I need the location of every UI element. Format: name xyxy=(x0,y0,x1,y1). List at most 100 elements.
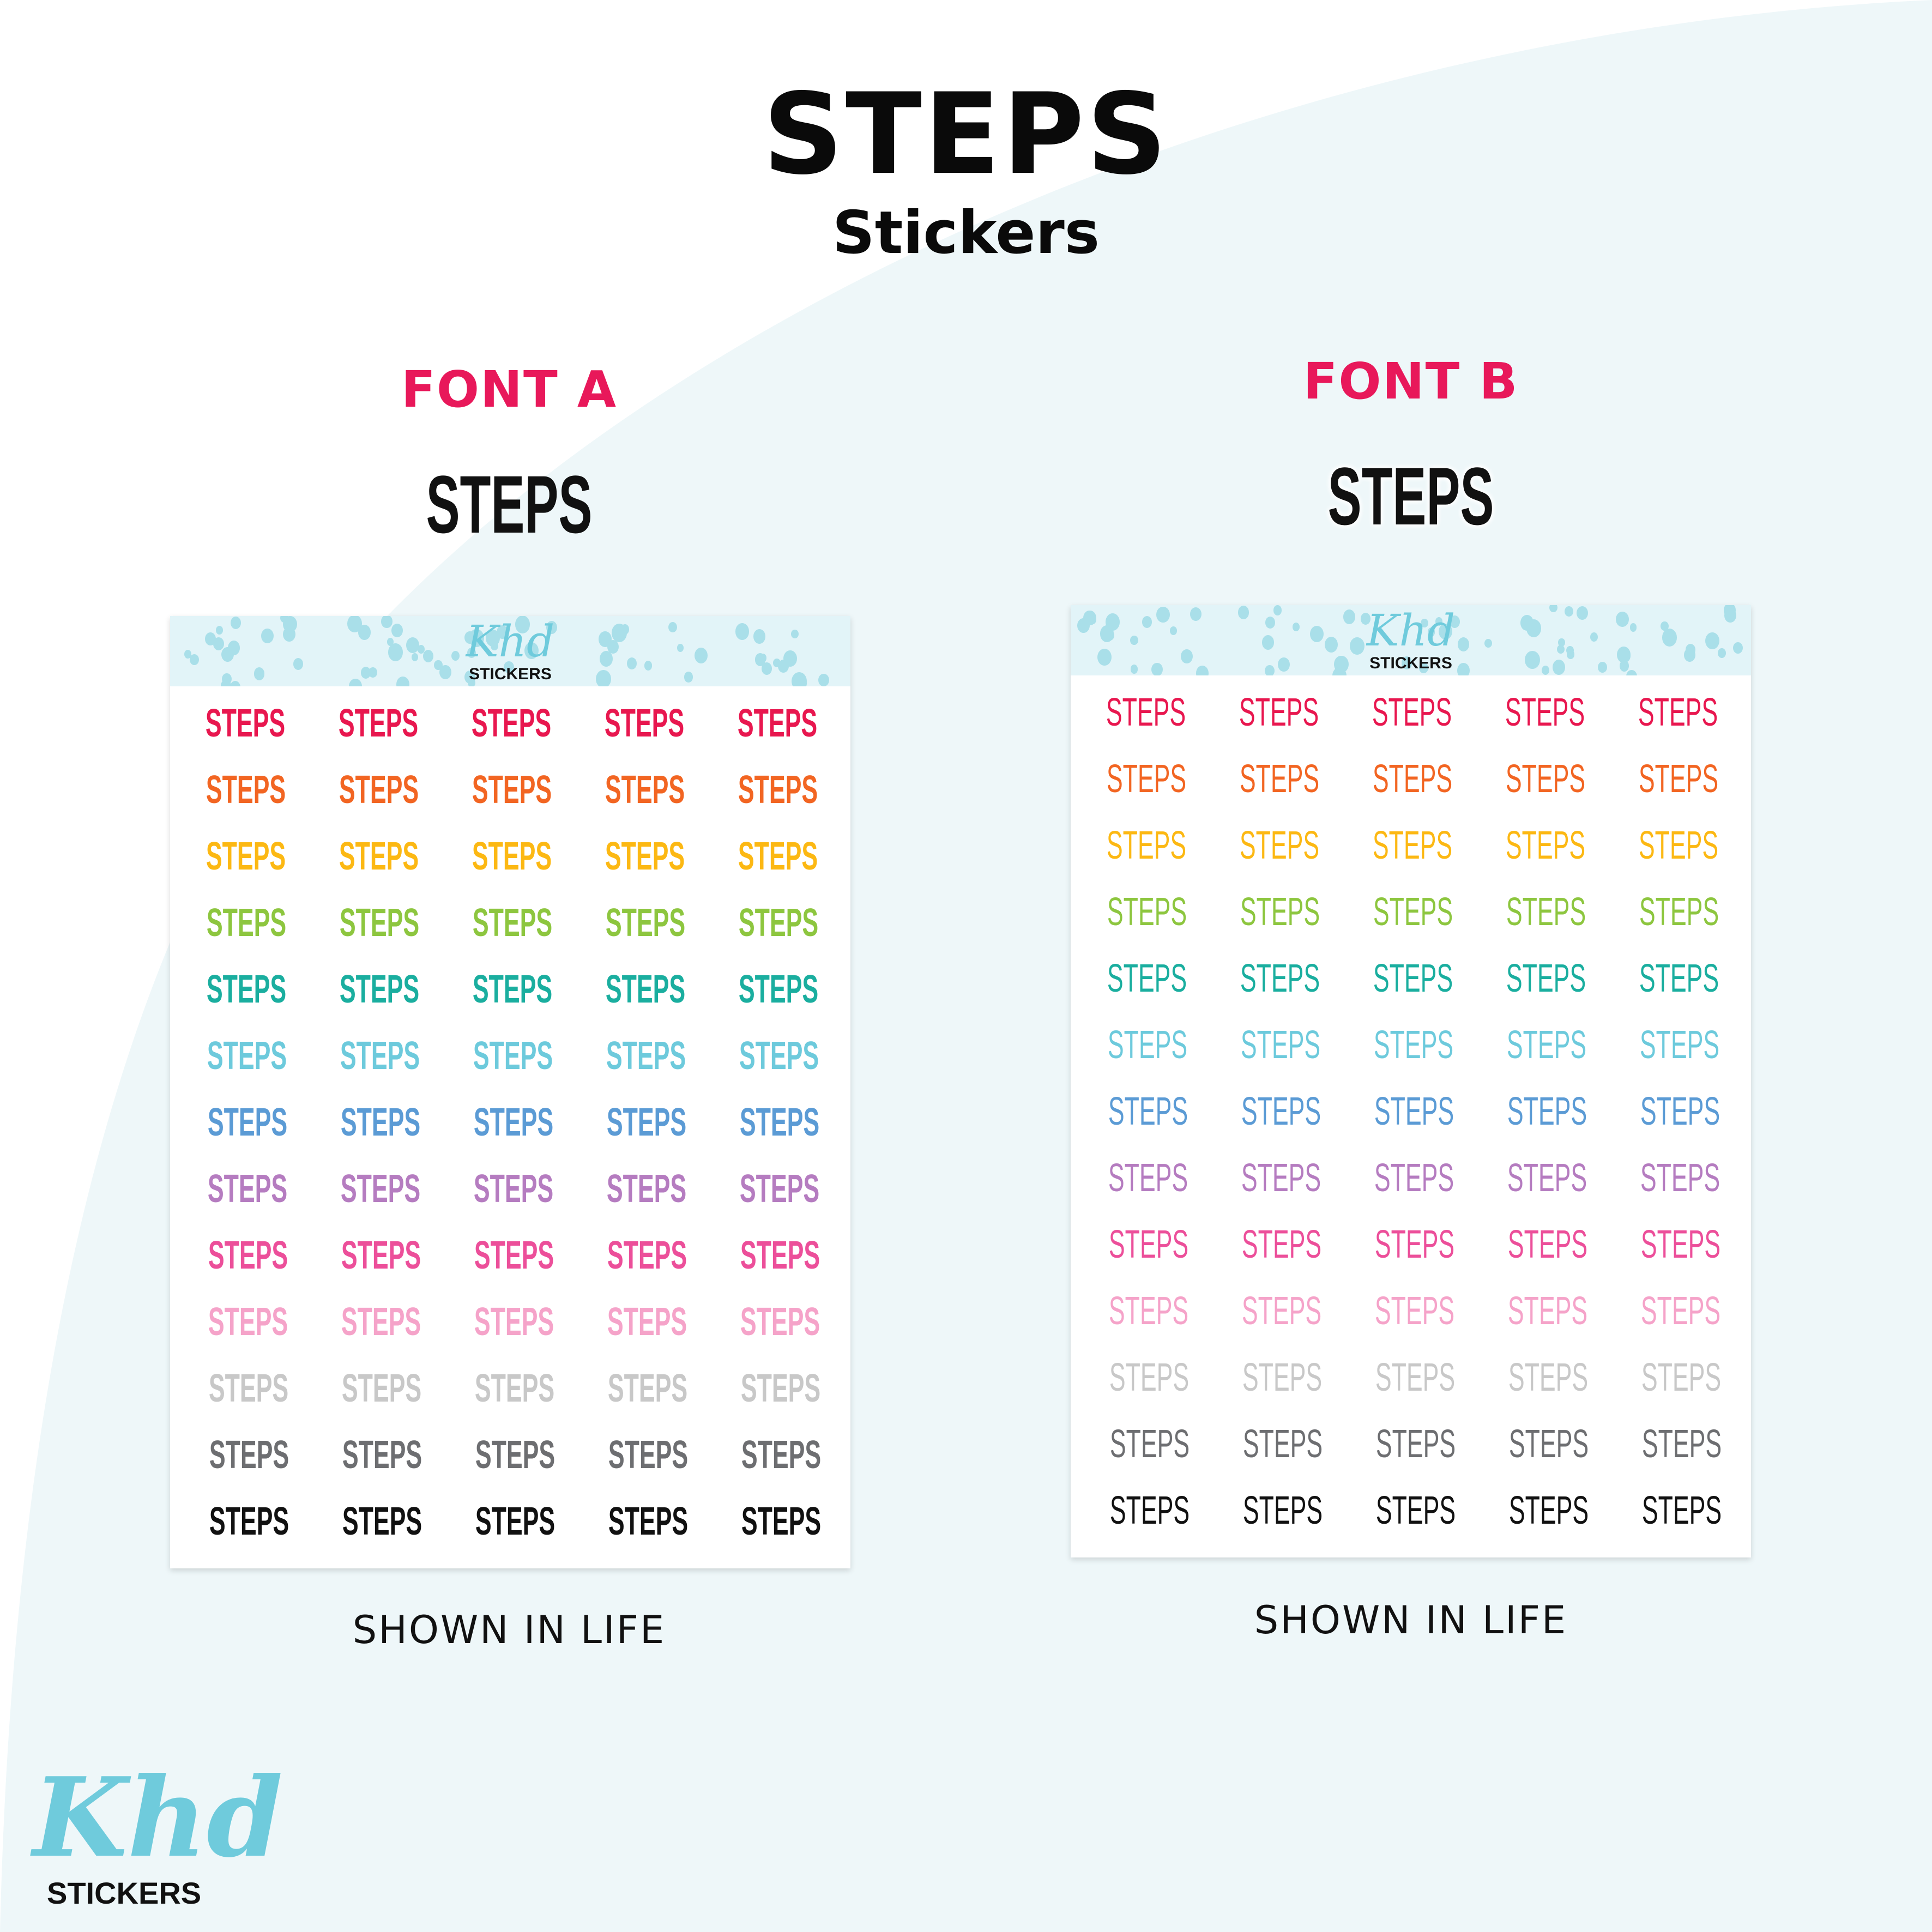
sticker: STEPS xyxy=(1508,1289,1588,1333)
sticker: STEPS xyxy=(1242,1289,1322,1333)
font-b-label: FONT B xyxy=(1303,352,1519,410)
dot-pattern xyxy=(1083,610,1096,626)
sticker: STEPS xyxy=(1374,1156,1454,1200)
sticker: STEPS xyxy=(740,1234,820,1277)
sticker: STEPS xyxy=(1242,1422,1323,1466)
sticker: STEPS xyxy=(1642,1489,1722,1532)
sticker: STEPS xyxy=(1374,1223,1454,1266)
dot-pattern xyxy=(1549,605,1557,612)
sticker: STEPS xyxy=(474,1167,554,1211)
sticker: STEPS xyxy=(608,1433,688,1477)
sheet-header: Khd STICKERS xyxy=(1071,605,1751,675)
sticker: STEPS xyxy=(1639,890,1719,934)
sticker: STEPS xyxy=(1373,1023,1454,1067)
dot-pattern xyxy=(1169,626,1177,635)
sheet-logo-script: Khd xyxy=(1366,605,1456,656)
sticker: STEPS xyxy=(473,1101,553,1144)
dot-pattern xyxy=(358,625,371,640)
dot-pattern xyxy=(695,647,708,663)
sticker: STEPS xyxy=(1240,957,1320,1000)
dot-pattern xyxy=(684,672,693,683)
sticker: STEPS xyxy=(1373,890,1453,934)
sticker: STEPS xyxy=(340,1101,420,1144)
sticker: STEPS xyxy=(472,835,552,878)
font-a-sample: STEPS xyxy=(375,461,643,548)
dot-pattern xyxy=(1557,644,1565,654)
dot-pattern xyxy=(1324,636,1338,653)
sticker: STEPS xyxy=(1241,1223,1321,1266)
sticker: STEPS xyxy=(342,1500,422,1543)
dot-pattern xyxy=(1264,665,1275,675)
sheet-header: Khd STICKERS xyxy=(170,616,850,686)
dot-pattern xyxy=(1616,611,1629,627)
sticker: STEPS xyxy=(1240,824,1320,867)
dot-pattern xyxy=(1293,623,1300,631)
sticker: STEPS xyxy=(208,1367,289,1410)
sticker: STEPS xyxy=(605,768,685,812)
dot-pattern xyxy=(434,660,443,671)
dot-pattern xyxy=(644,661,653,671)
font-b-sample-text: STEPS xyxy=(1327,450,1494,542)
sticker: STEPS xyxy=(1108,1090,1188,1133)
sticker: STEPS xyxy=(1108,1156,1188,1200)
dot-pattern xyxy=(1449,615,1460,629)
sticker: STEPS xyxy=(471,702,552,745)
dot-pattern xyxy=(1717,648,1726,658)
sticker: STEPS xyxy=(738,901,818,945)
sticker: STEPS xyxy=(1374,1090,1454,1133)
dot-pattern xyxy=(1616,647,1631,663)
sticker: STEPS xyxy=(1640,1223,1720,1266)
dot-pattern xyxy=(1435,617,1443,626)
sticker: STEPS xyxy=(1508,1356,1589,1399)
sticker: STEPS xyxy=(739,1101,819,1144)
dot-pattern xyxy=(1343,609,1356,624)
dot-pattern xyxy=(439,665,451,679)
sticker: STEPS xyxy=(1373,824,1453,867)
font-a-caption: SHOWN IN LIFE xyxy=(352,1608,666,1652)
sticker: STEPS xyxy=(741,1433,821,1477)
sticker: STEPS xyxy=(607,1300,687,1344)
sticker: STEPS xyxy=(1641,1356,1722,1399)
sticker: STEPS xyxy=(475,1500,556,1543)
sticker: STEPS xyxy=(209,1433,289,1477)
sticker: STEPS xyxy=(473,1034,553,1078)
dot-pattern xyxy=(1683,648,1695,662)
sticker: STEPS xyxy=(1242,1356,1323,1399)
dot-pattern xyxy=(1484,638,1492,648)
dot-pattern xyxy=(1332,667,1347,675)
dot-pattern xyxy=(184,650,192,659)
sheet-logo-word: STICKERS xyxy=(469,665,552,683)
dot-pattern xyxy=(668,622,677,633)
dot-pattern xyxy=(762,662,772,675)
dot-pattern xyxy=(1130,636,1138,645)
sticker: STEPS xyxy=(1638,757,1718,801)
sticker: STEPS xyxy=(1372,691,1452,734)
dot-pattern xyxy=(451,650,460,661)
sticker: STEPS xyxy=(1639,957,1719,1000)
sticker: STEPS xyxy=(1506,890,1586,934)
sticker: STEPS xyxy=(1507,1223,1587,1266)
sticker: STEPS xyxy=(1241,1090,1321,1133)
sticker: STEPS xyxy=(606,1034,686,1078)
sticker: STEPS xyxy=(1375,1289,1455,1333)
dot-pattern xyxy=(1525,650,1541,669)
sticker: STEPS xyxy=(472,768,552,812)
font-b-caption: SHOWN IN LIFE xyxy=(1254,1598,1568,1643)
dot-pattern xyxy=(1401,656,1412,670)
sticker: STEPS xyxy=(1506,957,1586,1000)
dot-pattern xyxy=(1457,663,1470,675)
dot-pattern xyxy=(1181,649,1193,663)
sticker: STEPS xyxy=(738,835,818,878)
sheet-logo-script: Khd xyxy=(466,616,555,667)
dot-pattern xyxy=(216,626,224,635)
sticker: STEPS xyxy=(1109,1289,1189,1333)
dot-pattern xyxy=(230,616,242,629)
dot-pattern xyxy=(1097,649,1112,666)
sticker: STEPS xyxy=(1508,1422,1589,1466)
sticker: STEPS xyxy=(205,702,286,745)
brand-logo-script: Khd xyxy=(33,1754,283,1882)
sticker: STEPS xyxy=(1107,824,1187,867)
dot-pattern xyxy=(754,653,766,666)
sticker: STEPS xyxy=(1240,1023,1321,1067)
sticker: STEPS xyxy=(339,768,419,812)
